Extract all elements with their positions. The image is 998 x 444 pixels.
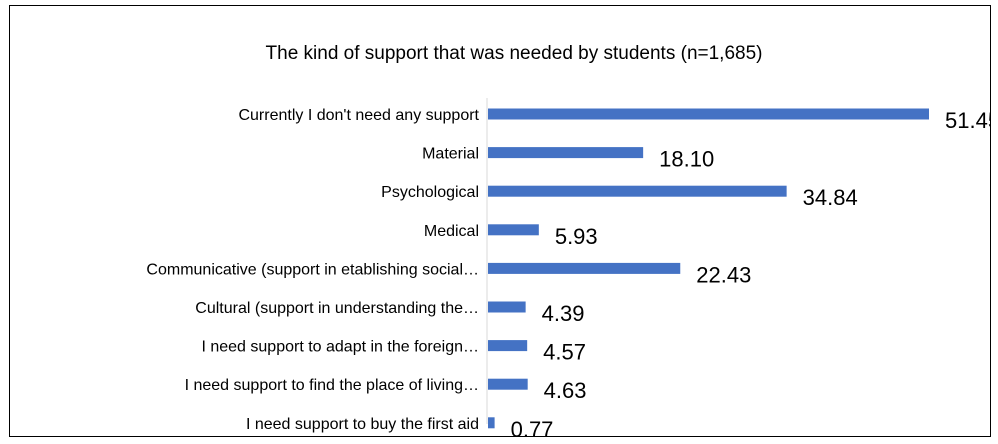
category-label: I need support to adapt in the foreign…	[201, 339, 479, 356]
bar	[488, 417, 495, 429]
bar	[488, 378, 528, 390]
category-label: Psychological	[381, 184, 479, 201]
data-label: 0.77	[511, 417, 554, 436]
category-label: Material	[422, 146, 479, 163]
data-label: 22.43	[696, 262, 751, 287]
category-label: I need support to buy the first aid	[246, 416, 479, 433]
data-label: 51.45	[945, 108, 990, 133]
chart-frame: The kind of support that was needed by s…	[9, 5, 991, 437]
bar	[488, 224, 539, 236]
category-label: Medical	[424, 223, 479, 240]
category-label: I need support to find the place of livi…	[185, 377, 479, 394]
data-label: 4.39	[542, 301, 585, 326]
bar	[488, 147, 644, 159]
category-label: Currently I don't need any support	[238, 107, 479, 124]
data-label: 18.10	[659, 147, 714, 172]
bar	[488, 185, 787, 197]
category-label: Communicative (support in etablishing so…	[146, 261, 479, 278]
data-label: 4.57	[543, 340, 586, 365]
bar-chart: The kind of support that was needed by s…	[146, 43, 990, 436]
bar	[488, 301, 526, 313]
data-label: 34.84	[803, 185, 858, 210]
chart-title: The kind of support that was needed by s…	[266, 43, 763, 64]
bar	[488, 108, 929, 120]
bars-layer: Currently I don't need any support 51.45 M…	[146, 107, 990, 436]
bar	[488, 262, 681, 274]
data-label: 4.63	[544, 378, 587, 403]
bar	[488, 340, 528, 352]
category-label: Cultural (support in understanding the…	[195, 300, 479, 317]
data-label: 5.93	[555, 224, 598, 249]
